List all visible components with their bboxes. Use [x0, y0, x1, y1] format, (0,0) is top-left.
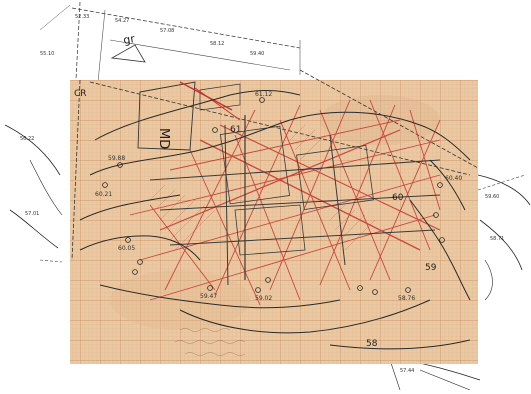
- svg-text:56.22: 56.22: [20, 136, 34, 142]
- svg-text:54.27: 54.27: [115, 18, 129, 24]
- svg-text:57.44: 57.44: [400, 368, 414, 374]
- corner-label-left: CR: [74, 89, 87, 99]
- survey-point-label: 60.21: [95, 191, 112, 198]
- faded-handwriting: [174, 328, 246, 356]
- survey-point-label: 60.05: [118, 245, 135, 252]
- survey-point-label: 59.47: [200, 293, 217, 300]
- contour-label-61: 61: [230, 125, 241, 135]
- survey-point-label: 61.12: [255, 91, 272, 98]
- corner-label-top: gr: [122, 32, 136, 47]
- contour-value-labels: 61 60 59 58: [230, 125, 437, 349]
- svg-text:58.71: 58.71: [490, 236, 504, 242]
- svg-text:55.10: 55.10: [40, 51, 54, 57]
- contour-label-59: 59: [425, 263, 437, 273]
- svg-text:57.01: 57.01: [25, 211, 39, 217]
- survey-point-label: 59.02: [255, 295, 272, 302]
- survey-markers: [102, 97, 445, 295]
- contour-lines: [79, 89, 471, 350]
- svg-text:58.12: 58.12: [210, 41, 224, 47]
- svg-text:59.40: 59.40: [250, 51, 264, 57]
- building-label: MD: [156, 128, 171, 149]
- plan-labels: gr CR MD: [74, 32, 171, 149]
- hatched-zones: [149, 124, 376, 251]
- survey-point-labels: 60.21 59.88 60.05 59.47 59.02 58.76 60.4…: [95, 91, 462, 302]
- survey-point-label: 59.88: [108, 155, 125, 162]
- contour-label-60: 60: [392, 193, 404, 203]
- svg-text:57.08: 57.08: [160, 28, 174, 34]
- svg-text:59.60: 59.60: [485, 194, 499, 200]
- survey-point-label: 60.40: [445, 175, 462, 182]
- building-footprints: [149, 115, 441, 286]
- contour-label-58: 58: [366, 339, 378, 349]
- svg-text:52.33: 52.33: [75, 14, 89, 20]
- survey-point-label: 58.76: [398, 295, 415, 302]
- red-overlay-grid: [129, 99, 441, 306]
